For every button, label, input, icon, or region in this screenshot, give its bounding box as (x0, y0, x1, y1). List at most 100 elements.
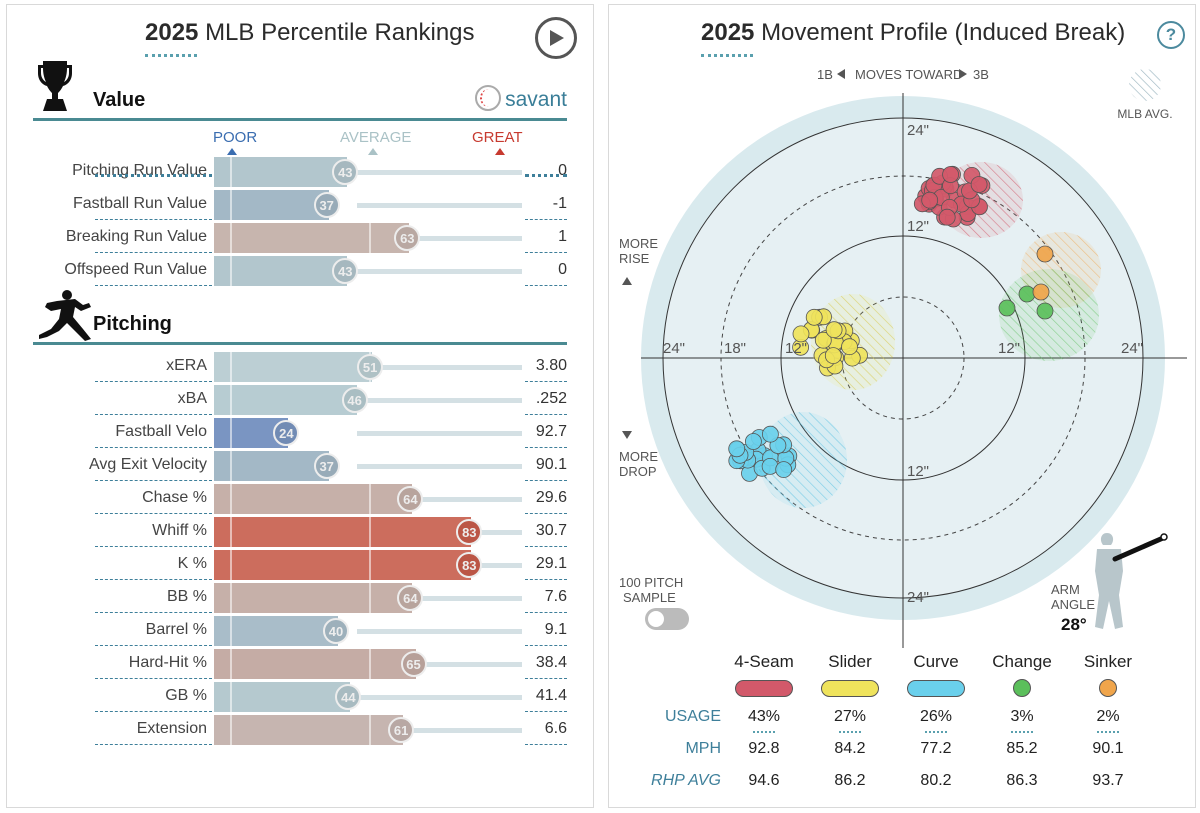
row-separator (525, 285, 567, 286)
pitch-dot-slider[interactable] (841, 338, 858, 356)
mlb-avg-legend-swatch (1129, 69, 1161, 101)
pitch-dot-curve[interactable] (728, 440, 746, 458)
row-separator (525, 546, 567, 547)
metric-row[interactable]: Extension 61 6.6 (7, 714, 595, 746)
metric-row[interactable]: Breaking Run Value 63 1 (7, 222, 595, 254)
row-separator (525, 645, 567, 646)
metric-row[interactable]: Hard-Hit % 65 38.4 (7, 648, 595, 680)
pitch-dot-curve[interactable] (761, 425, 779, 443)
pitch-dot-slider[interactable] (824, 347, 842, 365)
row-separator (95, 252, 212, 253)
pitch-usage-value: 43% (747, 708, 781, 725)
title-underline (701, 54, 753, 57)
pitch-dot-4-seam[interactable] (938, 208, 956, 226)
metric-row[interactable]: Avg Exit Velocity 37 90.1 (7, 450, 595, 482)
metric-value: 29.1 (535, 555, 567, 572)
usage-underline (753, 731, 775, 733)
row-separator (525, 579, 567, 580)
arrow-down-icon (622, 431, 632, 439)
more-drop-label-2: DROP (619, 464, 657, 479)
metric-row[interactable]: GB % 44 41.4 (7, 681, 595, 713)
metric-row[interactable]: xERA 51 3.80 (7, 351, 595, 383)
usage-label: USAGE (664, 708, 721, 725)
title-year: 2025 (701, 19, 755, 46)
metric-row[interactable]: Offspeed Run Value 43 0 (7, 255, 595, 287)
arm-label: ARM (1051, 582, 1080, 597)
play-button[interactable] (535, 17, 577, 59)
metric-row[interactable]: Pitching Run Value 43 0 (7, 156, 595, 188)
movement-chart: 24" 12" 12" 24" 24" 18" 12" 12" 24" 1B M… (619, 67, 1187, 648)
metric-row[interactable]: Chase % 64 29.6 (7, 483, 595, 515)
row-separator (525, 252, 567, 253)
metric-row[interactable]: Fastball Velo 24 92.7 (7, 417, 595, 449)
pitch-dot-4-seam[interactable] (970, 176, 988, 193)
pitch-type-name[interactable]: Sinker (1083, 652, 1133, 671)
percentile-track (357, 365, 522, 370)
metric-row[interactable]: Whiff % 83 30.7 (7, 516, 595, 548)
pitch-type-name[interactable]: Change (992, 652, 1052, 671)
percentile-title: 2025 MLB Percentile Rankings (145, 19, 475, 47)
percentile-rankings-panel: 2025 MLB Percentile Rankings Value savan… (6, 4, 594, 808)
pitch-dot-4-seam[interactable] (921, 191, 939, 209)
title-text: MLB Percentile Rankings (205, 19, 475, 46)
pitch-color-swatch[interactable] (1099, 679, 1117, 697)
metric-name: BB % (166, 588, 207, 605)
angle-label: ANGLE (1051, 597, 1095, 612)
usage-underline (1011, 731, 1033, 733)
pitch-dot-slider[interactable] (825, 321, 843, 339)
pitch-usage-value: 3% (1010, 708, 1034, 725)
trophy-icon (37, 59, 73, 122)
percentile-track (357, 662, 522, 667)
metric-name: Avg Exit Velocity (89, 456, 207, 473)
metric-row[interactable]: K % 83 29.1 (7, 549, 595, 581)
ring-label-left-18: 18" (724, 340, 746, 357)
metric-row[interactable]: xBA 46 .252 (7, 384, 595, 416)
row-separator (525, 480, 567, 481)
pitch-usage-value: 26% (919, 708, 953, 725)
percentile-badge: 40 (323, 618, 349, 644)
pitch-dot-slider[interactable] (792, 325, 810, 343)
help-button[interactable]: ? (1157, 21, 1185, 49)
metric-row[interactable]: Barrel % 40 9.1 (7, 615, 595, 647)
pitch-dot-change[interactable] (1018, 285, 1036, 303)
pitch-dot-slider[interactable] (814, 331, 832, 349)
pitch-color-swatch[interactable] (1013, 679, 1031, 697)
percentile-badge: 43 (332, 258, 359, 284)
row-separator (525, 711, 567, 712)
pitch-color-swatch[interactable] (735, 680, 793, 697)
percentile-track (357, 203, 522, 208)
title-underline (145, 54, 197, 57)
pitch-rhp-value: 93.7 (1092, 772, 1124, 789)
ring-label-top-24: 24" (907, 122, 929, 139)
pitch-type-name[interactable]: Slider (828, 652, 872, 671)
metric-row[interactable]: Fastball Run Value 37 -1 (7, 189, 595, 221)
pitch-dot-sinker[interactable] (1036, 245, 1054, 263)
pitch-dot-sinker[interactable] (1032, 283, 1050, 301)
pitch-dot-change[interactable] (998, 299, 1016, 317)
savant-logo[interactable]: savant (475, 85, 567, 112)
pitch-color-swatch[interactable] (821, 680, 879, 697)
pitch-dot-slider[interactable] (805, 308, 823, 326)
pitch-dot-curve[interactable] (744, 433, 762, 450)
great-arrow-icon (495, 148, 505, 155)
pitch-type-name[interactable]: Curve (913, 652, 959, 671)
percentile-track (357, 497, 522, 502)
scale-poor-label: POOR (213, 129, 258, 146)
percentile-bar (214, 157, 348, 187)
pitch-sample-label-1: 100 PITCH (619, 575, 683, 590)
metric-value: 0 (558, 162, 567, 179)
metric-value: 7.6 (544, 588, 567, 605)
pitch-dot-curve[interactable] (775, 461, 793, 479)
metric-row[interactable]: BB % 64 7.6 (7, 582, 595, 614)
pitch-dot-change[interactable] (1036, 302, 1054, 320)
pitching-section-header: Pitching (33, 290, 567, 345)
movement-profile-panel: 2025 Movement Profile (Induced Break) ? (608, 4, 1196, 808)
pitch-sample-toggle[interactable] (645, 608, 689, 630)
pitch-color-swatch[interactable] (907, 680, 965, 697)
percentile-badge: 37 (313, 192, 340, 218)
metric-value: -1 (552, 195, 567, 212)
percentile-badge: 64 (397, 585, 424, 611)
pitch-dot-4-seam[interactable] (942, 166, 960, 183)
metric-name: Offspeed Run Value (64, 261, 207, 278)
pitch-type-name[interactable]: 4-Seam (734, 652, 794, 671)
